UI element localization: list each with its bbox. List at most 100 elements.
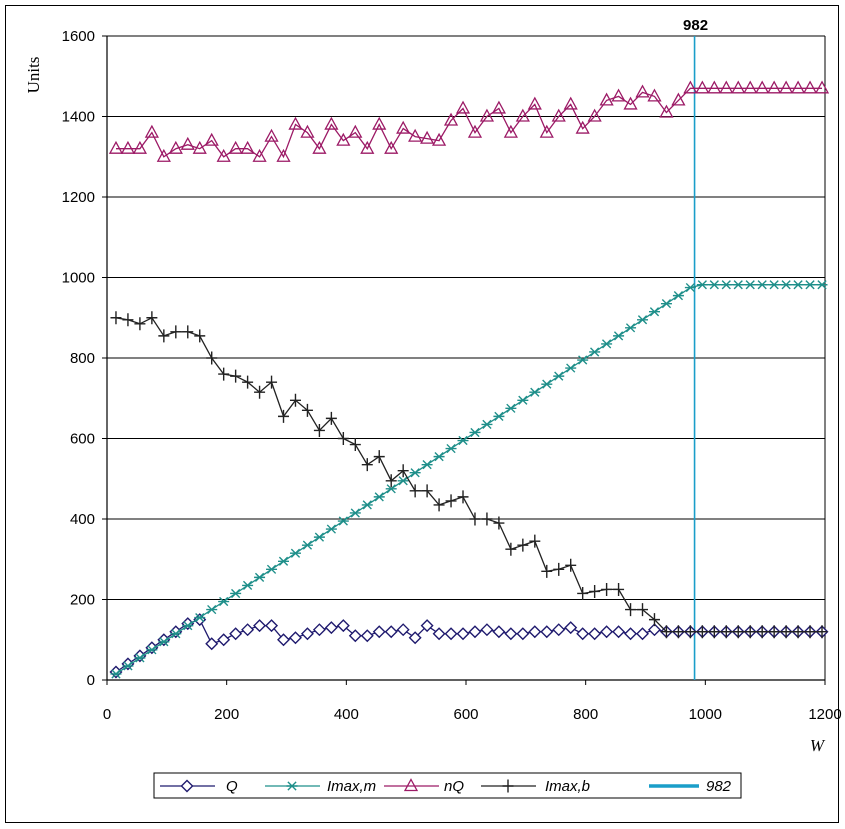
point [277,633,290,647]
point [624,627,638,641]
point [420,619,434,633]
point [647,623,661,637]
point [708,280,720,290]
point [156,148,171,162]
point [455,100,471,114]
point [312,140,327,154]
point [696,625,708,639]
y-tick-label: 600 [70,431,95,448]
series-imax-b [110,311,828,639]
x-tick-label: 600 [453,706,478,723]
point [469,427,481,438]
point [684,625,696,639]
y-tick-label: 800 [70,350,95,367]
point [312,623,326,637]
point [396,120,411,134]
point [218,596,230,607]
point [240,140,255,154]
point [804,625,816,639]
y-tick-label: 1000 [62,270,95,287]
point [325,411,337,425]
point [288,116,303,130]
point [625,323,637,333]
point [168,140,183,154]
point [146,645,158,655]
point [146,311,158,325]
x-tick-label: 1000 [689,706,722,723]
y-tick-label: 200 [70,592,95,609]
point [108,140,124,154]
x-tick-label: 400 [334,706,359,723]
point [613,331,625,341]
point [433,498,445,512]
point [337,432,349,445]
legend-label: nQ [444,778,464,795]
point [600,625,614,639]
y-axis-label: Units [24,57,43,94]
point [635,84,650,98]
point [467,124,483,138]
point [445,443,457,454]
point [361,500,373,510]
point [491,100,507,114]
point [348,124,363,138]
point [515,108,530,122]
point [612,625,626,639]
point [144,124,159,138]
point [792,625,804,639]
point [732,625,744,639]
point [755,80,770,94]
point [744,280,756,290]
point [551,108,566,122]
point [529,387,541,397]
point [564,621,578,635]
point [409,468,421,478]
point [134,653,146,663]
point [134,317,146,331]
point [384,625,398,639]
point [301,403,313,417]
point [541,564,553,578]
point [120,140,136,154]
point [218,367,230,381]
point [409,484,421,498]
point [492,625,506,639]
point [541,379,553,389]
point [408,128,423,142]
x-tick-label: 800 [573,706,598,723]
point [289,548,301,558]
point [349,438,361,452]
point [182,325,194,339]
point [756,625,768,639]
legend: Q Imax,m nQ Imax,b 982 [153,772,742,799]
legend-label: 982 [706,778,732,795]
point [553,371,565,381]
point [659,104,674,118]
point [253,619,267,633]
point [433,451,445,462]
point [158,329,170,343]
point [505,542,517,556]
point [194,329,206,343]
point [230,369,242,383]
point [613,582,625,596]
point [601,339,613,349]
point [563,96,578,110]
point [372,116,387,130]
point [170,629,182,639]
point [648,613,660,627]
point [421,460,433,470]
point [816,280,828,290]
point [503,124,518,138]
point [768,280,780,290]
point [589,347,601,357]
point [539,124,554,138]
point [565,558,577,572]
point [278,409,290,423]
point [445,494,457,508]
point [278,556,290,566]
point [636,627,649,641]
point [204,132,219,146]
y-tick-label: 1600 [62,28,95,45]
point [373,492,385,502]
